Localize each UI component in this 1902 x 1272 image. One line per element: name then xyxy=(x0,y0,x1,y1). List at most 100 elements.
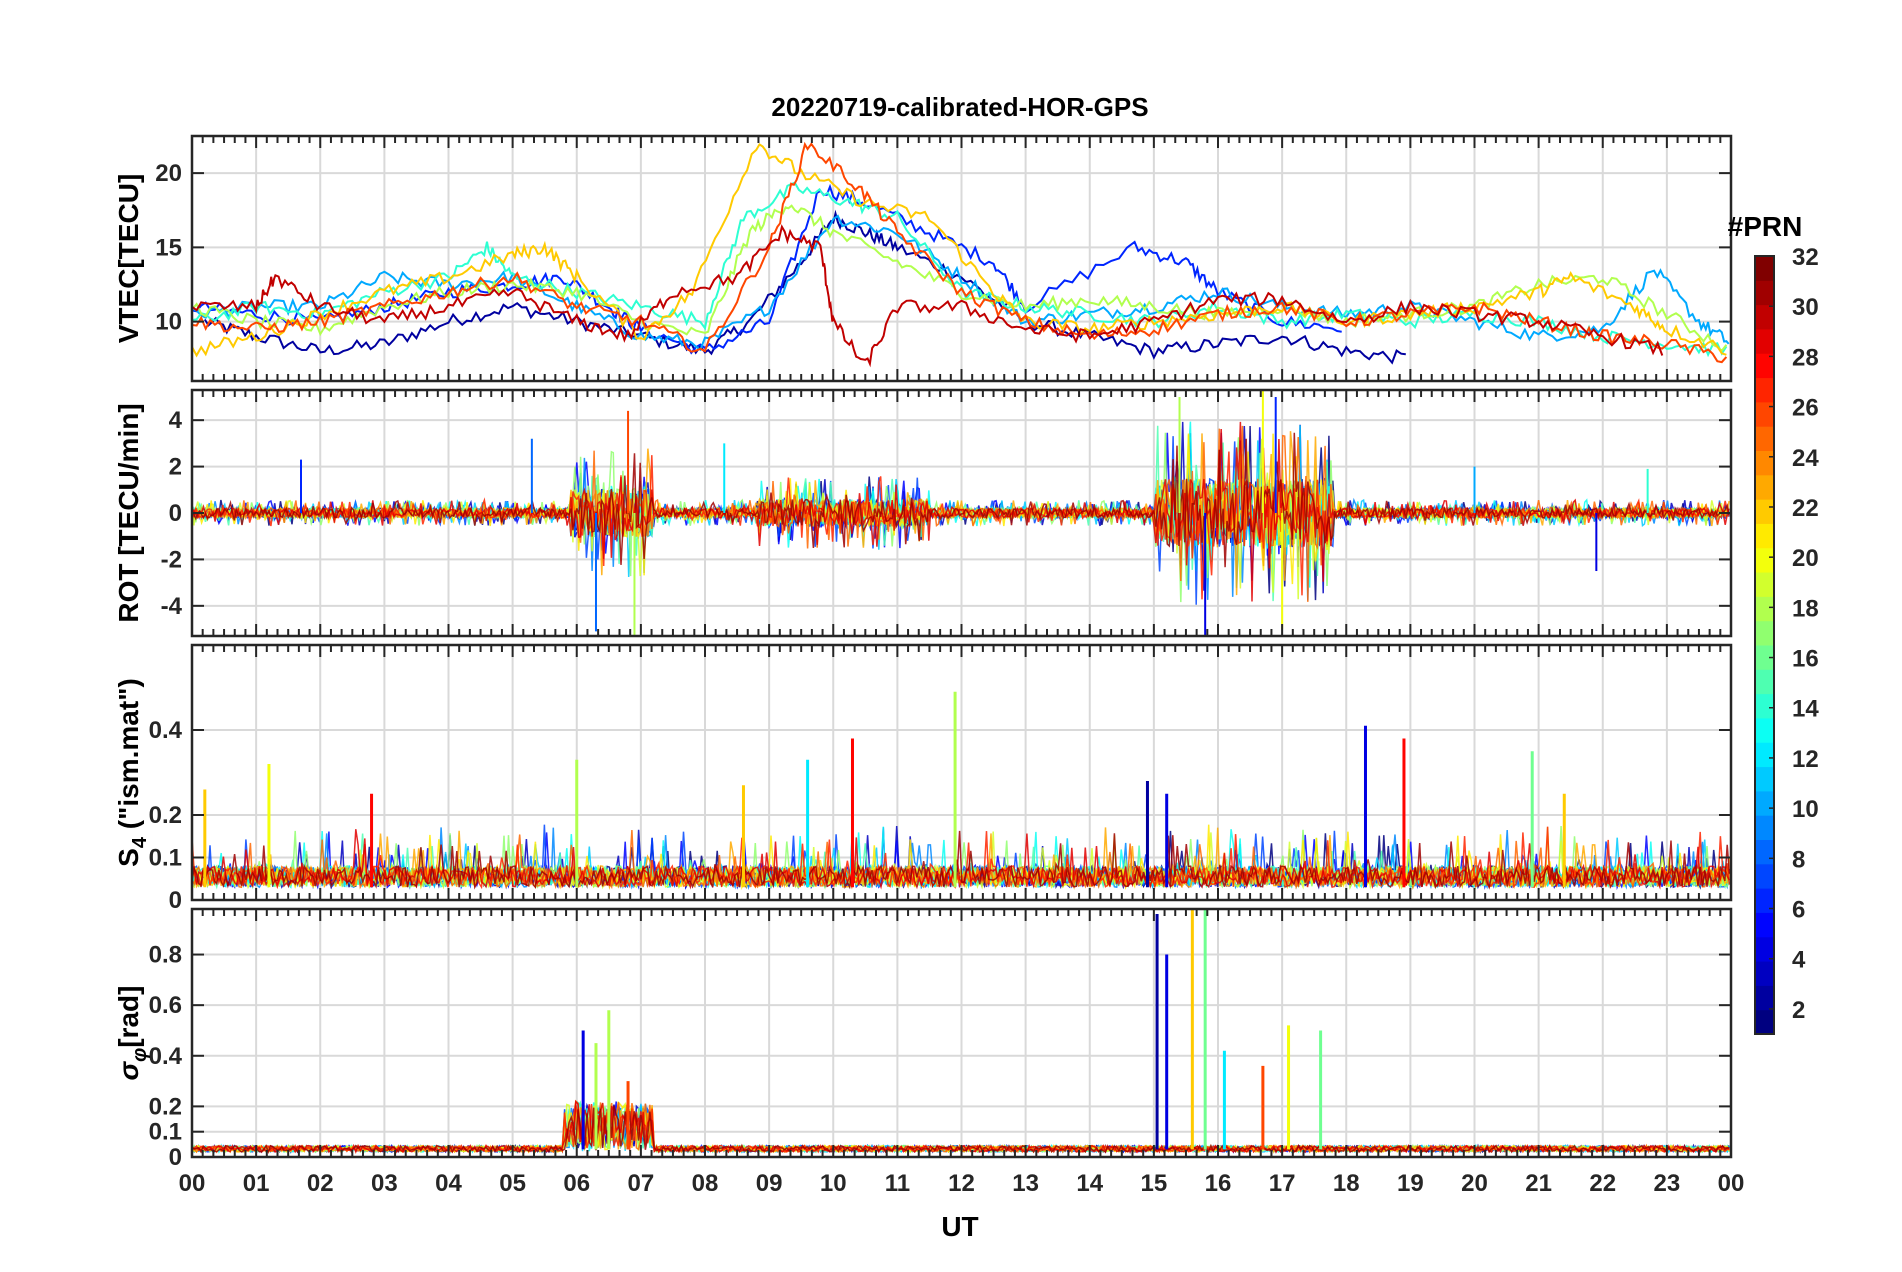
colorbar-swatch xyxy=(1755,499,1774,524)
colorbar-frame xyxy=(1754,255,1775,1035)
colorbar-swatch xyxy=(1755,985,1774,1011)
x-tick-label: 02 xyxy=(307,1170,334,1197)
colorbar-swatch xyxy=(1755,547,1774,573)
chart-title: 20220719-calibrated-HOR-GPS xyxy=(771,92,1148,122)
colorbar-swatch xyxy=(1755,815,1774,840)
y-tick-label: 0.2 xyxy=(149,1093,182,1120)
colorbar-swatch xyxy=(1755,839,1774,865)
x-tick-label: 00 xyxy=(1718,1170,1745,1197)
y-label-sub: 4 xyxy=(129,836,151,848)
y-tick-label: 4 xyxy=(169,407,183,434)
colorbar-swatch xyxy=(1755,401,1774,427)
colorbar-swatch xyxy=(1755,450,1774,476)
panel-s4: 00.10.20.4S4 ("ism.mat") xyxy=(113,643,1733,914)
y-axis-label-vtec: VTEC[TECU] xyxy=(113,174,144,344)
y-tick-label: 0.8 xyxy=(149,942,182,969)
rot-series-prn-31 xyxy=(192,432,1730,568)
colorbar-swatch xyxy=(1755,523,1774,549)
colorbar-swatch xyxy=(1755,328,1774,354)
x-tick-label: 03 xyxy=(371,1170,398,1197)
colorbar-swatch xyxy=(1755,863,1774,889)
y-tick-label: 15 xyxy=(155,234,182,261)
x-tick-label: 16 xyxy=(1205,1170,1232,1197)
vtec-series-prn-30 xyxy=(192,224,1664,368)
colorbar-tick-label: 12 xyxy=(1792,746,1819,773)
colorbar-swatch xyxy=(1755,353,1774,379)
s4-series-prn-29 xyxy=(192,829,1731,890)
colorbar-swatch xyxy=(1755,620,1774,646)
s4-series-prn-27 xyxy=(192,826,1731,890)
y-axis-label-s4: S4 ("ism.mat") xyxy=(113,678,151,867)
colorbar-swatch xyxy=(1755,377,1774,403)
colorbar-swatch xyxy=(1755,790,1774,816)
vtec-series-prn-14 xyxy=(192,181,1728,358)
vtec-series-prn-22 xyxy=(192,142,1727,358)
x-tick-label: 21 xyxy=(1525,1170,1552,1197)
x-tick-label: 10 xyxy=(820,1170,847,1197)
x-tick-label: 23 xyxy=(1654,1170,1681,1197)
x-tick-label: 20 xyxy=(1461,1170,1488,1197)
x-tick-label: 17 xyxy=(1269,1170,1296,1197)
vtec-series-prn-6 xyxy=(192,183,1342,355)
colorbar-tick-label: 6 xyxy=(1792,897,1805,924)
x-axis-label: UT xyxy=(941,1211,978,1242)
colorbar-swatch xyxy=(1755,912,1774,938)
colorbar-swatch xyxy=(1755,669,1774,695)
vtec-series-prn-10 xyxy=(192,214,1730,352)
x-tick-label: 00 xyxy=(179,1170,206,1197)
y-label-main: σ xyxy=(113,1060,144,1080)
x-tick-label: 14 xyxy=(1076,1170,1103,1197)
y-tick-label: 0.2 xyxy=(149,802,182,829)
x-tick-label: 04 xyxy=(435,1170,462,1197)
y-tick-label: 0.1 xyxy=(149,845,182,872)
colorbar-tick-label: 30 xyxy=(1792,294,1819,321)
x-tick-label: 12 xyxy=(948,1170,975,1197)
colorbar-swatch xyxy=(1755,936,1774,962)
s4-series-prn-31 xyxy=(192,830,1731,890)
colorbar-tick-label: 10 xyxy=(1792,796,1819,823)
x-tick-label: 11 xyxy=(885,1170,910,1197)
x-tick-label: 19 xyxy=(1397,1170,1424,1197)
x-tick-label: 13 xyxy=(1012,1170,1039,1197)
colorbar-swatch xyxy=(1755,717,1774,743)
x-tick-label: 18 xyxy=(1333,1170,1360,1197)
colorbar-tick-label: 16 xyxy=(1792,646,1819,673)
colorbar-tick-label: 22 xyxy=(1792,495,1819,522)
colorbar-swatch xyxy=(1755,474,1774,500)
colorbar-tick-label: 26 xyxy=(1792,395,1819,422)
colorbar-tick-label: 14 xyxy=(1792,696,1819,723)
colorbar-tick-label: 8 xyxy=(1792,846,1805,873)
y-tick-label: 0.1 xyxy=(149,1119,182,1146)
y-tick-label: -2 xyxy=(161,546,182,573)
colorbar-tick-label: 18 xyxy=(1792,595,1819,622)
colorbar-swatch xyxy=(1755,766,1774,792)
y-label-rest: ("ism.mat") xyxy=(113,678,144,837)
colorbar-tick-label: 28 xyxy=(1792,344,1819,371)
colorbar-tick-label: 2 xyxy=(1792,997,1805,1024)
panel-sigma_phi: 00.10.2 0.4 0.6 0.8 σφ[rad] xyxy=(113,907,1733,1171)
colorbar-swatch xyxy=(1755,645,1774,670)
panel-vtec: 10 15 20 VTEC[TECU] xyxy=(113,134,1733,383)
colorbar-swatch xyxy=(1755,742,1774,768)
y-tick-label: 0 xyxy=(169,1144,182,1171)
colorbar-tick-label: 24 xyxy=(1792,445,1819,472)
x-tick-label: 22 xyxy=(1589,1170,1616,1197)
colorbar-swatch xyxy=(1755,426,1774,451)
colorbar-swatch xyxy=(1755,304,1774,330)
colorbar-swatch xyxy=(1755,256,1774,281)
y-tick-label: 0.4 xyxy=(149,717,183,744)
colorbar-swatch xyxy=(1755,1009,1774,1035)
y-tick-label: 0 xyxy=(169,500,182,527)
vtec-series-prn-2 xyxy=(203,209,1406,365)
x-tick-label: 07 xyxy=(628,1170,655,1197)
panel-rot: -4 -2 0 2 4 ROT [TECU/min] xyxy=(113,388,1733,638)
x-tick-label: 01 xyxy=(243,1170,270,1197)
colorbar-swatch xyxy=(1755,596,1774,622)
y-tick-label: 0.6 xyxy=(149,992,182,1019)
plot-area xyxy=(192,691,1731,891)
colorbar-tick-label: 4 xyxy=(1792,947,1806,974)
x-tick-label: 05 xyxy=(499,1170,526,1197)
